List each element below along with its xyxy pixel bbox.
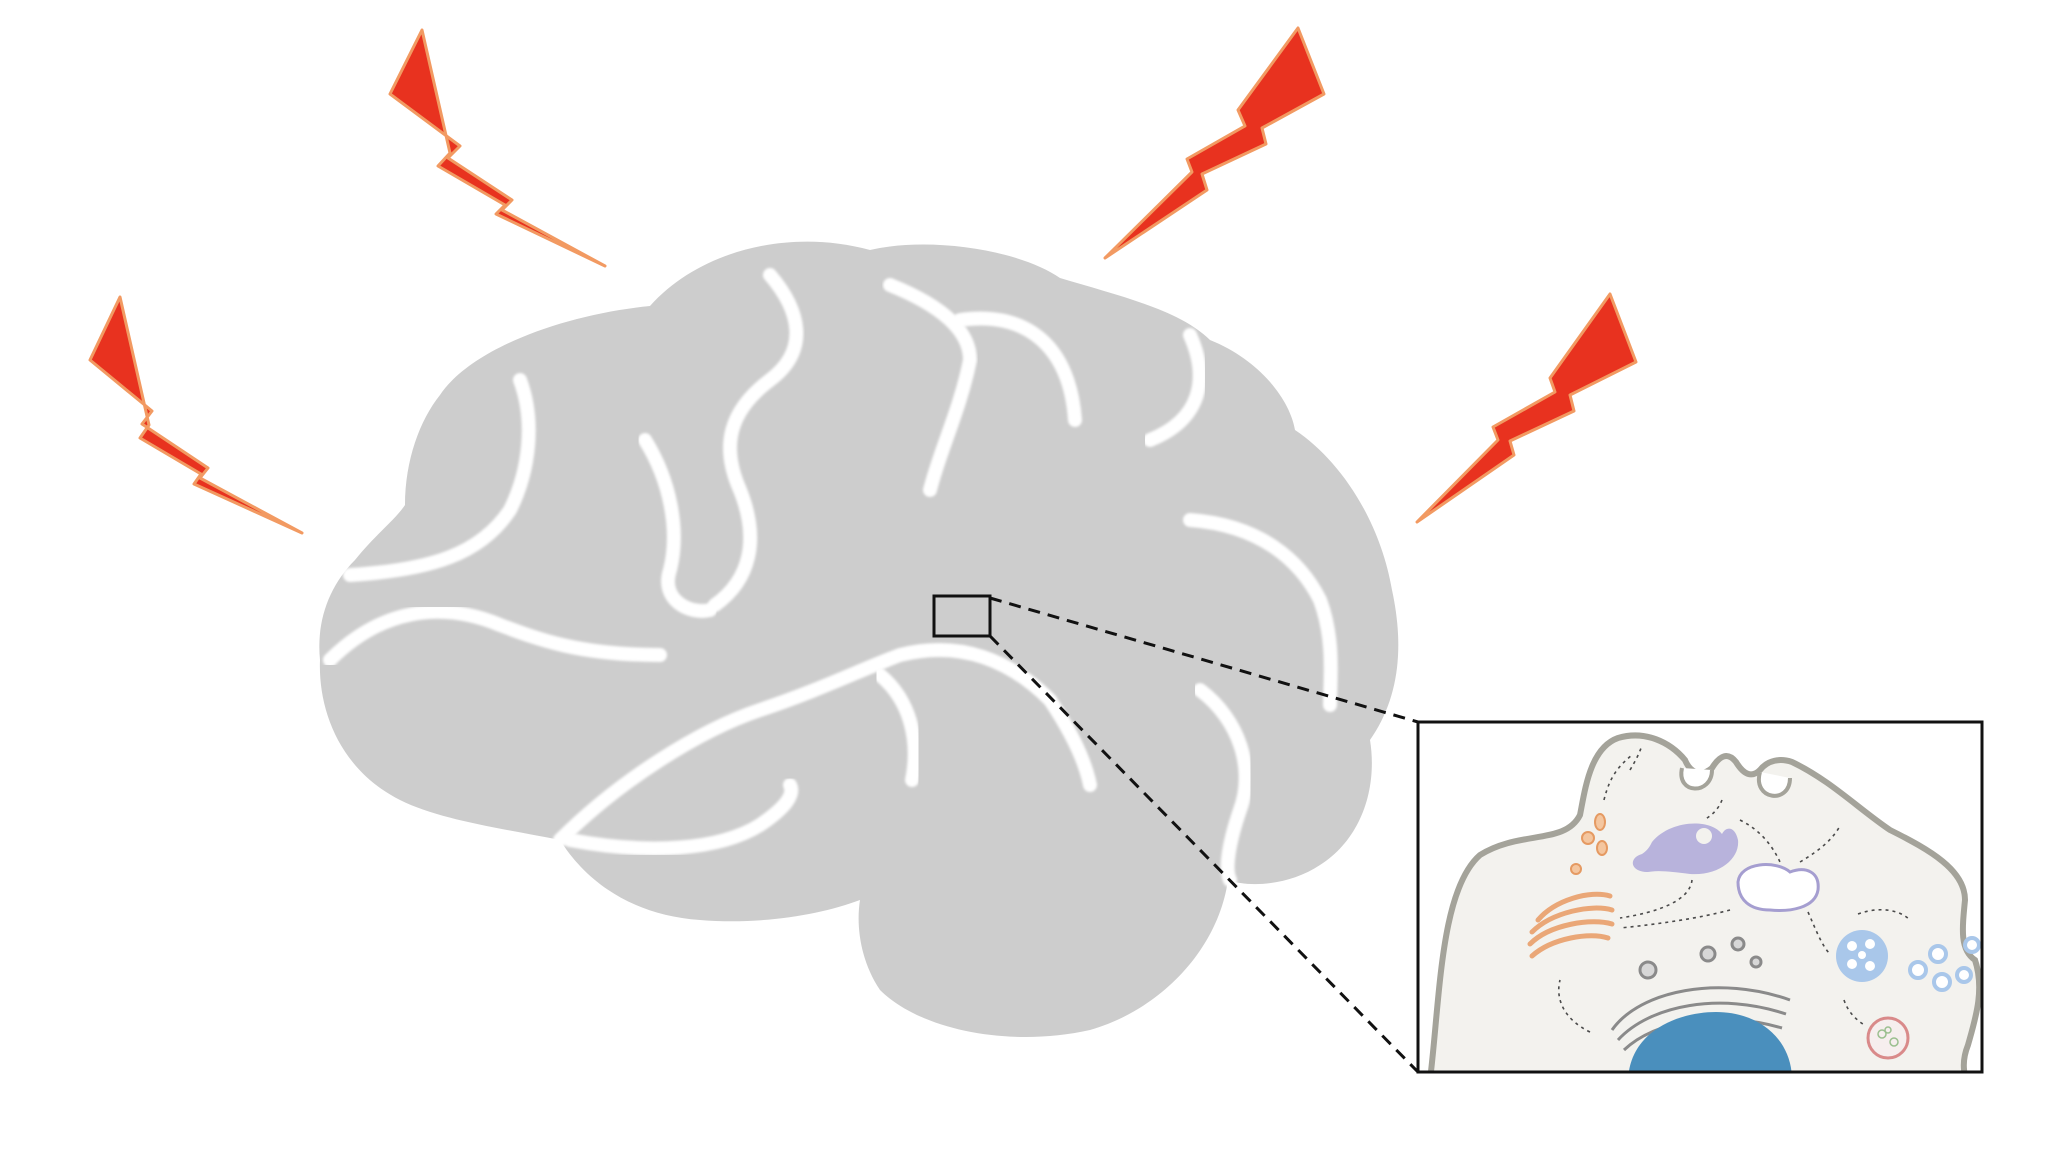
zoom-leader-upper — [989, 596, 1419, 724]
lightning-bolt-upper-left — [388, 28, 607, 268]
golgi-apparatus — [1527, 891, 1615, 959]
trafficking-arrows — [1558, 744, 1911, 1033]
brain-silhouette — [319, 241, 1399, 1037]
nucleus — [1628, 1012, 1792, 1072]
brain-sulci — [323, 268, 1338, 887]
zoom-region-box — [932, 594, 992, 638]
lightning-bolt-right — [1415, 292, 1638, 524]
lightning-bolt-left — [88, 295, 304, 535]
lightning-bolts — [88, 26, 1638, 535]
exosomes — [1908, 936, 1981, 992]
vesicles — [1570, 813, 1608, 875]
zoom-callout — [932, 594, 1420, 1074]
multivesicular-body — [1836, 930, 1888, 982]
lysosome — [1866, 1016, 1910, 1060]
zoom-leader-lower — [988, 634, 1420, 1074]
rough-endoplasmic-reticulum — [1610, 936, 1791, 1052]
endocytic-invaginations — [1679, 767, 1792, 798]
recycling-endosome — [1736, 863, 1820, 912]
cell-inset — [1416, 720, 1984, 1074]
endosome — [1632, 823, 1739, 875]
lightning-bolt-upper-right — [1103, 26, 1326, 260]
inset-frame — [1416, 720, 1984, 1074]
brain — [319, 241, 1399, 1037]
